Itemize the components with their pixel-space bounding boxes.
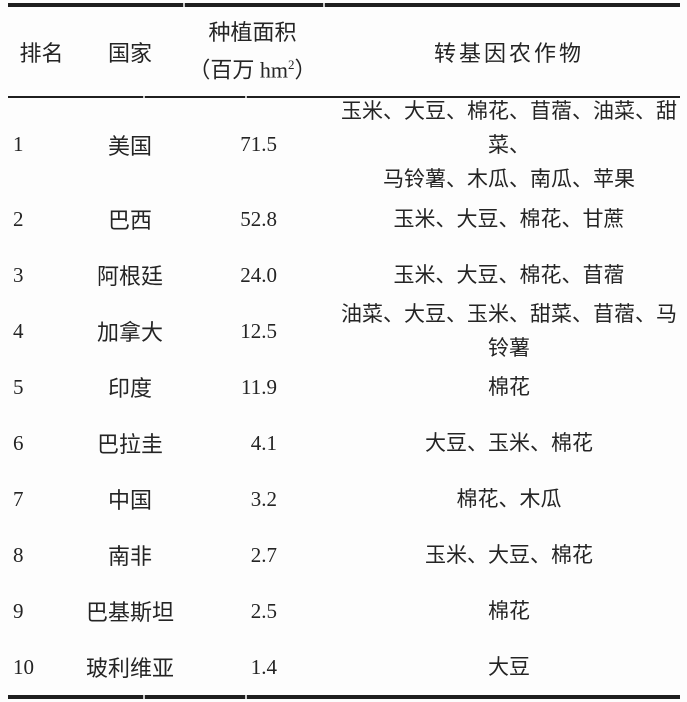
country-cell: 印度 xyxy=(107,376,152,401)
country-cell: 阿根廷 xyxy=(96,264,163,289)
rank-cell: 10 xyxy=(13,654,34,679)
rule-gap xyxy=(143,96,145,98)
table-row: 7 中国 3.2 棉花、木瓜 xyxy=(8,471,680,527)
crops-cell: 玉米、大豆、棉花 xyxy=(320,538,680,572)
header-area: 种植面积 （百万 hm2） xyxy=(185,17,320,86)
area-cell: 71.5 xyxy=(240,132,277,156)
area-cell: 11.9 xyxy=(241,374,277,399)
crops-line: 玉米、大豆、棉花 xyxy=(425,543,593,567)
table-header-rule xyxy=(8,96,680,98)
crops-cell: 棉花、木瓜 xyxy=(320,482,680,516)
table-row: 10 玻利维亚 1.4 大豆 xyxy=(8,639,680,695)
area-cell: 12.5 xyxy=(240,318,277,343)
crops-line: 玉米、大豆、棉花、苜蓿 xyxy=(393,263,625,287)
table-top-border xyxy=(8,3,680,7)
table-row: 6 巴拉圭 4.1 大豆、玉米、棉花 xyxy=(8,415,680,471)
area-cell: 4.1 xyxy=(250,430,277,455)
crops-line: 棉花 xyxy=(488,375,530,399)
country-cell: 巴基斯坦 xyxy=(85,600,174,625)
unit-prefix: （百万 hm xyxy=(188,57,289,83)
table-row: 4 加拿大 12.5 油菜、大豆、玉米、甜菜、苜蓿、马铃薯 xyxy=(8,302,680,360)
rank-cell: 1 xyxy=(13,132,24,156)
crops-line: 玉米、大豆、棉花、苜蓿、油菜、甜菜、 xyxy=(341,98,677,157)
table-body: 1 美国 71.5 玉米、大豆、棉花、苜蓿、油菜、甜菜、马铃薯、木瓜、南瓜、苹果 2 巴西… xyxy=(8,98,680,695)
gm-crops-table: 排名 国家 种植面积 （百万 hm2） 转基因农作物 1 美国 71.5 玉米、大豆、… xyxy=(8,3,680,699)
country-cell: 巴拉圭 xyxy=(96,432,163,457)
crops-cell: 玉米、大豆、棉花、苜蓿、油菜、甜菜、马铃薯、木瓜、南瓜、苹果 xyxy=(320,94,680,196)
rank-cell: 8 xyxy=(13,542,24,567)
rank-cell: 4 xyxy=(13,318,24,343)
crops-cell: 玉米、大豆、棉花、苜蓿 xyxy=(320,258,680,292)
area-cell: 2.7 xyxy=(250,542,277,567)
crops-line: 玉米、大豆、棉花、甘蔗 xyxy=(393,207,625,231)
header-country: 国家 xyxy=(107,40,152,66)
header-area-title: 种植面积 xyxy=(208,19,297,45)
country-cell: 南非 xyxy=(107,544,152,569)
rank-cell: 7 xyxy=(13,486,24,511)
crops-line: 大豆、玉米、棉花 xyxy=(425,431,593,455)
table-row: 5 印度 11.9 棉花 xyxy=(8,359,680,415)
crops-line: 大豆 xyxy=(488,655,530,679)
table-header-row: 排名 国家 种植面积 （百万 hm2） 转基因农作物 xyxy=(8,7,680,96)
rule-gap xyxy=(143,695,145,699)
crops-cell: 棉花 xyxy=(320,370,680,404)
table-row: 1 美国 71.5 玉米、大豆、棉花、苜蓿、油菜、甜菜、马铃薯、木瓜、南瓜、苹果 xyxy=(8,98,680,191)
crops-line: 油菜、大豆、玉米、甜菜、苜蓿、马铃薯 xyxy=(341,302,677,360)
table-row: 3 阿根廷 24.0 玉米、大豆、棉花、苜蓿 xyxy=(8,247,680,303)
crops-cell: 油菜、大豆、玉米、甜菜、苜蓿、马铃薯 xyxy=(320,297,680,365)
crops-line: 棉花、木瓜 xyxy=(456,487,562,511)
area-cell: 2.5 xyxy=(250,598,277,623)
rule-gap xyxy=(245,96,247,98)
header-crops: 转基因农作物 xyxy=(433,40,584,66)
table-row: 2 巴西 52.8 玉米、大豆、棉花、甘蔗 xyxy=(8,191,680,247)
rule-gap xyxy=(323,3,325,7)
country-cell: 巴西 xyxy=(107,208,152,233)
area-cell: 52.8 xyxy=(240,206,277,231)
unit-suffix: ） xyxy=(294,57,317,83)
crops-cell: 玉米、大豆、棉花、甘蔗 xyxy=(320,202,680,236)
rank-cell: 3 xyxy=(13,262,24,287)
country-cell: 加拿大 xyxy=(96,320,163,345)
crops-line: 马铃薯、木瓜、南瓜、苹果 xyxy=(383,166,635,191)
area-cell: 1.4 xyxy=(250,654,277,679)
header-rank: 排名 xyxy=(19,40,64,66)
rank-cell: 6 xyxy=(13,430,24,455)
crops-cell: 棉花 xyxy=(320,594,680,628)
country-cell: 中国 xyxy=(107,488,152,513)
rank-cell: 5 xyxy=(13,374,24,399)
table-row: 8 南非 2.7 玉米、大豆、棉花 xyxy=(8,527,680,583)
rank-cell: 9 xyxy=(13,598,24,623)
country-cell: 美国 xyxy=(107,133,152,159)
rule-gap xyxy=(245,695,247,699)
table-bottom-border xyxy=(8,695,680,699)
country-cell: 玻利维亚 xyxy=(85,656,174,681)
unit-superscript: 2 xyxy=(288,56,295,72)
header-area-unit: （百万 hm2） xyxy=(185,49,320,86)
table-row: 9 巴基斯坦 2.5 棉花 xyxy=(8,583,680,639)
crops-line: 棉花 xyxy=(488,599,530,623)
rank-cell: 2 xyxy=(13,206,24,231)
crops-cell: 大豆 xyxy=(320,650,680,684)
rule-gap xyxy=(183,3,185,7)
crops-cell: 大豆、玉米、棉花 xyxy=(320,426,680,460)
area-cell: 24.0 xyxy=(240,262,277,287)
area-cell: 3.2 xyxy=(250,486,277,511)
